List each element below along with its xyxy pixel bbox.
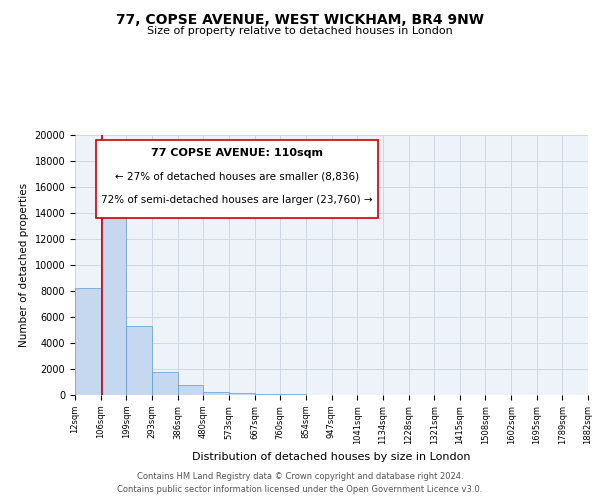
Bar bbox=[280, 394, 306, 395]
Bar bbox=[95, 140, 377, 218]
Bar bbox=[254, 394, 280, 395]
Text: ← 27% of detached houses are smaller (8,836): ← 27% of detached houses are smaller (8,… bbox=[115, 172, 359, 181]
Bar bbox=[152, 372, 178, 395]
Text: Contains public sector information licensed under the Open Government Licence v3: Contains public sector information licen… bbox=[118, 485, 482, 494]
Bar bbox=[229, 393, 254, 395]
Bar bbox=[178, 385, 203, 395]
Text: Size of property relative to detached houses in London: Size of property relative to detached ho… bbox=[147, 26, 453, 36]
Bar bbox=[101, 180, 127, 395]
Y-axis label: Number of detached properties: Number of detached properties bbox=[19, 183, 29, 347]
Text: 72% of semi-detached houses are larger (23,760) →: 72% of semi-detached houses are larger (… bbox=[101, 195, 373, 205]
Bar bbox=[75, 288, 101, 395]
Bar bbox=[203, 392, 229, 395]
X-axis label: Distribution of detached houses by size in London: Distribution of detached houses by size … bbox=[192, 452, 471, 462]
Text: 77, COPSE AVENUE, WEST WICKHAM, BR4 9NW: 77, COPSE AVENUE, WEST WICKHAM, BR4 9NW bbox=[116, 12, 484, 26]
Bar bbox=[127, 326, 152, 395]
Text: 77 COPSE AVENUE: 110sqm: 77 COPSE AVENUE: 110sqm bbox=[151, 148, 323, 158]
Text: Contains HM Land Registry data © Crown copyright and database right 2024.: Contains HM Land Registry data © Crown c… bbox=[137, 472, 463, 481]
